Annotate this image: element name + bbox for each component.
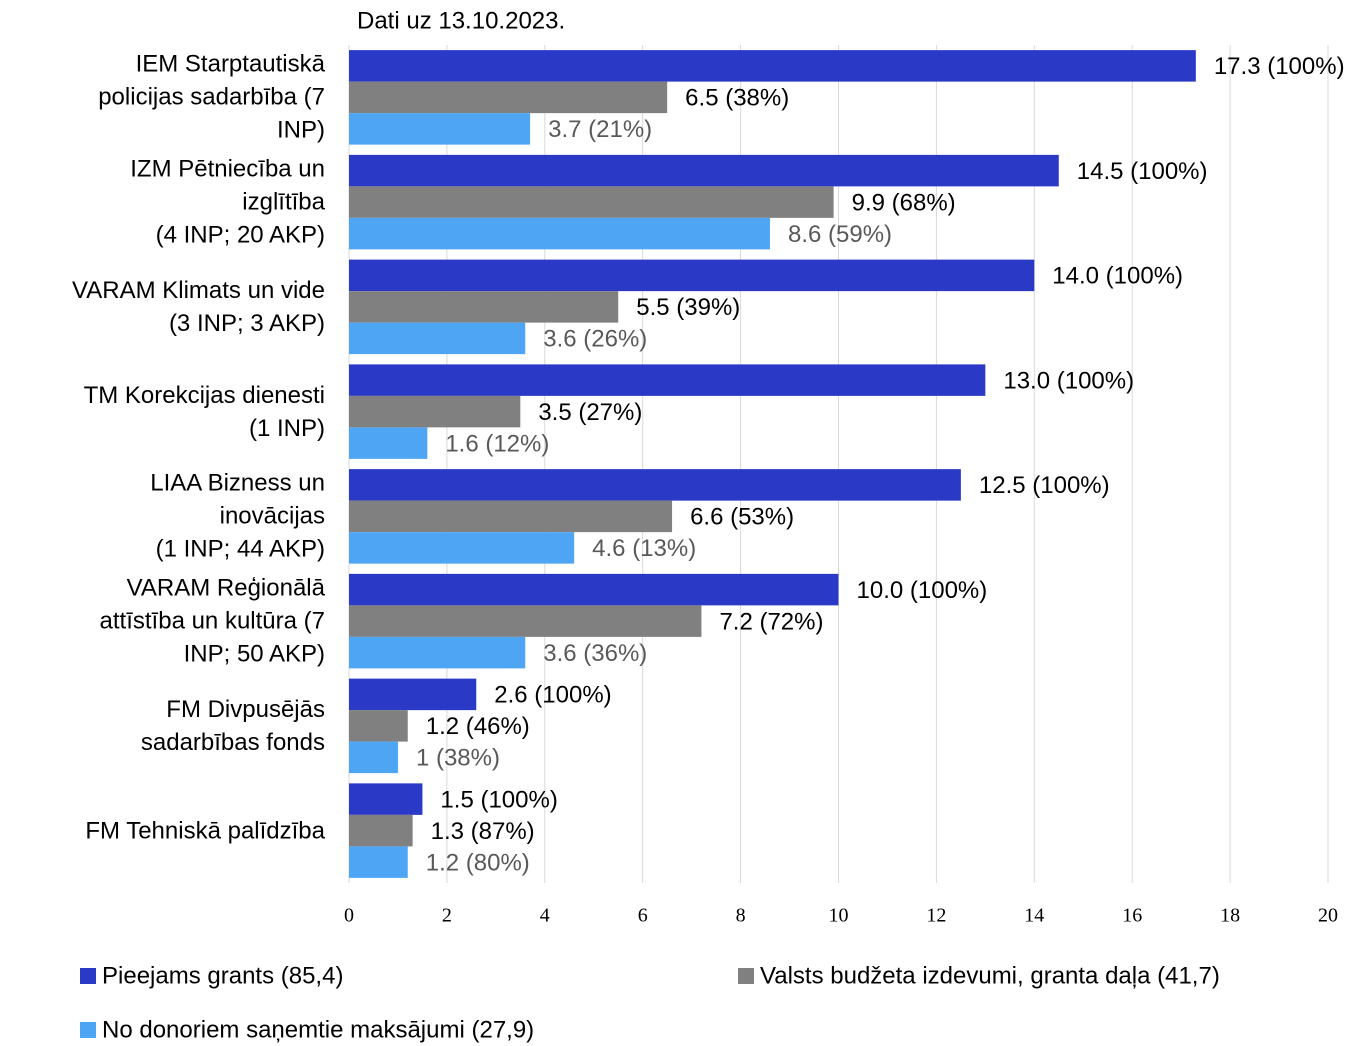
bar bbox=[349, 814, 413, 847]
bar bbox=[349, 395, 521, 428]
legend-swatch bbox=[80, 968, 96, 984]
legend-swatch bbox=[738, 968, 754, 984]
x-tick-label: 2 bbox=[442, 905, 452, 927]
x-tick-label: 6 bbox=[638, 905, 648, 927]
bar bbox=[349, 427, 428, 459]
bar bbox=[349, 217, 770, 250]
data-label: 1.2 (80%) bbox=[426, 849, 530, 876]
x-tick-label: 14 bbox=[1024, 905, 1044, 927]
category-label: IEM Starptautiskā policijas sadarbība (7… bbox=[98, 50, 325, 144]
x-tick-label: 20 bbox=[1318, 905, 1338, 927]
bar bbox=[349, 113, 531, 145]
data-label: 1.3 (87%) bbox=[431, 818, 535, 845]
data-label: 17.3 (100%) bbox=[1214, 53, 1345, 80]
bar bbox=[349, 636, 526, 669]
x-tick-label: 18 bbox=[1220, 905, 1240, 927]
data-label: 1 (38%) bbox=[416, 745, 500, 772]
category-label: IZM Pētniecība un izglītība (4 INP; 20 A… bbox=[130, 155, 325, 249]
legend-label: Valsts budžeta izdevumi, granta daļa (41… bbox=[760, 962, 1220, 989]
data-label: 14.5 (100%) bbox=[1077, 158, 1208, 185]
data-label: 1.2 (46%) bbox=[426, 713, 530, 740]
data-label: 5.5 (39%) bbox=[636, 294, 740, 321]
legend-swatch bbox=[80, 1022, 96, 1038]
bar bbox=[349, 846, 408, 878]
bar bbox=[349, 364, 986, 396]
bar bbox=[349, 469, 961, 501]
bar bbox=[349, 154, 1059, 187]
subtitle: Dati uz 13.10.2023. bbox=[357, 7, 565, 34]
data-label: 13.0 (100%) bbox=[1003, 367, 1134, 394]
bar bbox=[349, 291, 619, 323]
data-label: 3.7 (21%) bbox=[548, 116, 652, 143]
category-label: VARAM Klimats un vide (3 INP; 3 AKP) bbox=[72, 276, 325, 337]
bar bbox=[349, 50, 1196, 82]
x-tick-label: 4 bbox=[540, 905, 550, 927]
bar bbox=[349, 322, 526, 355]
category-label: FM Tehniskā palīdzība bbox=[85, 817, 325, 845]
bar bbox=[349, 573, 839, 606]
legend-label: No donoriem saņemtie maksājumi (27,9) bbox=[102, 1016, 534, 1043]
data-label: 1.5 (100%) bbox=[440, 786, 557, 813]
category-label: VARAM Reģionālā attīstība un kultūra (7 … bbox=[99, 574, 325, 668]
data-label: 7.2 (72%) bbox=[719, 608, 823, 635]
data-label: 3.6 (36%) bbox=[543, 640, 647, 667]
data-label: 6.6 (53%) bbox=[690, 504, 794, 531]
bar bbox=[349, 741, 398, 774]
data-label: 6.5 (38%) bbox=[685, 85, 789, 112]
data-label: 8.6 (59%) bbox=[788, 221, 892, 248]
data-label: 3.6 (26%) bbox=[543, 326, 647, 353]
category-label: LIAA Bizness un inovācijas (1 INP; 44 AK… bbox=[150, 469, 325, 563]
data-label: 1.6 (12%) bbox=[445, 430, 549, 457]
bar bbox=[349, 81, 668, 114]
bar bbox=[349, 186, 834, 218]
x-tick-label: 12 bbox=[926, 905, 946, 927]
x-tick-label: 0 bbox=[344, 905, 354, 927]
data-label: 14.0 (100%) bbox=[1052, 263, 1183, 290]
data-label: 10.0 (100%) bbox=[857, 577, 988, 604]
bar bbox=[349, 678, 477, 711]
x-tick-label: 10 bbox=[829, 905, 849, 927]
data-label: 3.5 (27%) bbox=[538, 399, 642, 426]
data-label: 9.9 (68%) bbox=[852, 189, 956, 216]
category-label: TM Korekcijas dienesti (1 INP) bbox=[83, 381, 325, 442]
data-label: 12.5 (100%) bbox=[979, 472, 1110, 499]
x-tick-label: 16 bbox=[1122, 905, 1142, 927]
data-label: 2.6 (100%) bbox=[494, 682, 611, 709]
data-label: 4.6 (13%) bbox=[592, 535, 696, 562]
bar bbox=[349, 783, 423, 815]
x-tick-label: 8 bbox=[736, 905, 746, 927]
category-label: FM Divpusējās sadarbības fonds bbox=[140, 695, 325, 756]
bar bbox=[349, 500, 673, 533]
bar bbox=[349, 259, 1035, 292]
bar bbox=[349, 710, 408, 742]
legend-label: Pieejams grants (85,4) bbox=[102, 962, 343, 989]
bar bbox=[349, 532, 575, 564]
bar bbox=[349, 605, 702, 637]
